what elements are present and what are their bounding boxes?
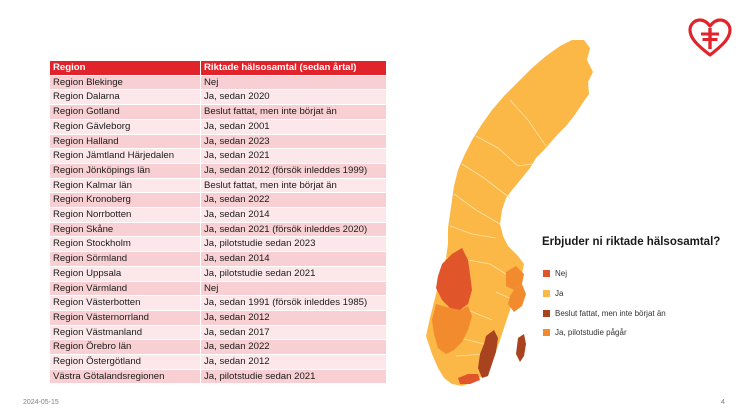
legend-item-nej: Nej bbox=[543, 268, 567, 278]
table-row: Region Jämtland Härjedalen Ja, sedan 2021 bbox=[50, 148, 386, 164]
map-region-varmland bbox=[436, 248, 472, 310]
legend-swatch bbox=[543, 269, 550, 277]
region-name-cell: Region Värmland bbox=[50, 281, 201, 297]
heart-cross-logo-icon bbox=[688, 18, 732, 57]
region-name-cell: Region Gotland bbox=[50, 104, 201, 120]
footer-date: 2024-05-15 bbox=[23, 399, 59, 406]
status-cell: Ja, sedan 2014 bbox=[200, 251, 386, 267]
region-name-cell: Region Jämtland Härjedalen bbox=[50, 148, 201, 164]
status-cell: Ja, sedan 2017 bbox=[200, 325, 386, 341]
legend-item-ja: Ja bbox=[543, 288, 563, 298]
header-region: Region bbox=[50, 61, 201, 76]
table-row: Region Gotland Beslut fattat, men inte bö… bbox=[50, 104, 386, 120]
table-row: Region Sörmland Ja, sedan 2014 bbox=[50, 251, 386, 267]
status-cell: Beslut fattat, men inte börjat än bbox=[200, 178, 386, 194]
legend-title: Erbjuder ni riktade hälsosamtal? bbox=[542, 236, 721, 248]
status-cell: Ja, pilotstudie sedan 2023 bbox=[200, 236, 386, 253]
table-row: Region Blekinge Nej bbox=[50, 75, 386, 91]
status-cell: Ja, sedan 2021 (försök inleddes 2020) bbox=[200, 222, 386, 238]
status-cell: Ja, sedan 2022 bbox=[200, 192, 386, 209]
region-name-cell: Region Stockholm bbox=[50, 236, 201, 253]
status-cell: Ja, sedan 2021 bbox=[200, 148, 386, 164]
legend-item-beslut: Beslut fattat, men inte börjat än bbox=[543, 308, 666, 318]
table-header-row: Region Riktade hälsosamtal (sedan årtal) bbox=[50, 61, 386, 76]
status-cell: Ja, sedan 2022 bbox=[200, 339, 386, 356]
table-body: Region Blekinge Nej Region Dalarna Ja, seda… bbox=[50, 75, 386, 385]
region-name-cell: Region Örebro län bbox=[50, 339, 201, 356]
region-name-cell: Region Gävleborg bbox=[50, 119, 201, 135]
status-cell: Nej bbox=[200, 75, 386, 91]
table-row: Region Västernorrland Ja, sedan 2012 bbox=[50, 310, 386, 326]
sweden-map bbox=[426, 40, 593, 386]
map-region-gotland bbox=[516, 334, 526, 362]
status-cell: Ja, pilotstudie sedan 2021 bbox=[200, 266, 386, 282]
table-row: Region Örebro län Ja, sedan 2022 bbox=[50, 339, 386, 356]
status-cell: Ja, sedan 2012 bbox=[200, 354, 386, 370]
header-status: Riktade hälsosamtal (sedan årtal) bbox=[200, 61, 386, 76]
region-name-cell: Region Östergötland bbox=[50, 354, 201, 370]
map-region-kalmar bbox=[478, 330, 498, 378]
table-row: Region Östergötland Ja, sedan 2012 bbox=[50, 354, 386, 370]
region-name-cell: Region Halland bbox=[50, 134, 201, 150]
table-row: Region Skåne Ja, sedan 2021 (försök inled… bbox=[50, 222, 386, 238]
status-cell: Ja, sedan 2020 bbox=[200, 89, 386, 106]
table-row: Region Dalarna Ja, sedan 2020 bbox=[50, 89, 386, 106]
legend-label: Nej bbox=[555, 268, 568, 278]
table-row: Region Norrbotten Ja, sedan 2014 bbox=[50, 207, 386, 223]
legend-label: Ja bbox=[555, 288, 564, 298]
table-row: Region Halland Ja, sedan 2023 bbox=[50, 134, 386, 150]
status-cell: Nej bbox=[200, 281, 386, 297]
legend-label: Ja, pilotstudie pågår bbox=[555, 327, 627, 337]
legend-item-pilot: Ja, pilotstudie pågår bbox=[543, 327, 627, 337]
table-row: Region Jönköpings län Ja, sedan 2012 (för… bbox=[50, 163, 386, 179]
map-region-vastra-gotaland bbox=[432, 304, 472, 354]
region-name-cell: Region Uppsala bbox=[50, 266, 201, 282]
table-row: Region Kronoberg Ja, sedan 2022 bbox=[50, 192, 386, 209]
region-name-cell: Region Norrbotten bbox=[50, 207, 201, 223]
region-name-cell: Region Västernorrland bbox=[50, 310, 201, 326]
region-name-cell: Region Skåne bbox=[50, 222, 201, 238]
table-row: Region Västmanland Ja, sedan 2017 bbox=[50, 325, 386, 341]
region-name-cell: Västra Götalandsregionen bbox=[50, 369, 201, 385]
region-name-cell: Region Kalmar län bbox=[50, 178, 201, 194]
status-cell: Ja, sedan 2012 (försök inleddes 1999) bbox=[200, 163, 386, 179]
region-table: Region Riktade hälsosamtal (sedan årtal)… bbox=[50, 61, 386, 385]
status-cell: Beslut fattat, men inte börjat än bbox=[200, 104, 386, 120]
region-name-cell: Region Blekinge bbox=[50, 75, 201, 91]
region-name-cell: Region Dalarna bbox=[50, 89, 201, 106]
region-name-cell: Region Kronoberg bbox=[50, 192, 201, 209]
status-cell: Ja, sedan 1991 (försök inleddes 1985) bbox=[200, 295, 386, 311]
map-region-blekinge bbox=[458, 374, 480, 384]
table-row: Region Värmland Nej bbox=[50, 281, 386, 297]
region-name-cell: Region Västmanland bbox=[50, 325, 201, 341]
table-row: Region Uppsala Ja, pilotstudie sedan 2021 bbox=[50, 266, 386, 282]
region-name-cell: Region Sörmland bbox=[50, 251, 201, 267]
table-row: Region Kalmar län Beslut fattat, men inte… bbox=[50, 178, 386, 194]
table-row: Region Stockholm Ja, pilotstudie sedan 20… bbox=[50, 236, 386, 253]
status-cell: Ja, sedan 2012 bbox=[200, 310, 386, 326]
status-cell: Ja, pilotstudie sedan 2021 bbox=[200, 369, 386, 385]
table-row: Västra Götalandsregionen Ja, pilotstudie … bbox=[50, 369, 386, 385]
status-cell: Ja, sedan 2023 bbox=[200, 134, 386, 150]
page-number: 4 bbox=[721, 399, 725, 406]
map-region-uppsala bbox=[506, 266, 524, 290]
legend-label: Beslut fattat, men inte börjat än bbox=[555, 308, 666, 318]
status-cell: Ja, sedan 2014 bbox=[200, 207, 386, 223]
map-region-stockholm bbox=[508, 284, 526, 312]
table-row: Region Gävleborg Ja, sedan 2001 bbox=[50, 119, 386, 135]
region-name-cell: Region Jönköpings län bbox=[50, 163, 201, 179]
legend-swatch bbox=[543, 328, 550, 336]
status-cell: Ja, sedan 2001 bbox=[200, 119, 386, 135]
table-row: Region Västerbotten Ja, sedan 1991 (försö… bbox=[50, 295, 386, 311]
legend-swatch bbox=[543, 309, 550, 317]
region-name-cell: Region Västerbotten bbox=[50, 295, 201, 311]
legend-swatch bbox=[543, 289, 550, 297]
